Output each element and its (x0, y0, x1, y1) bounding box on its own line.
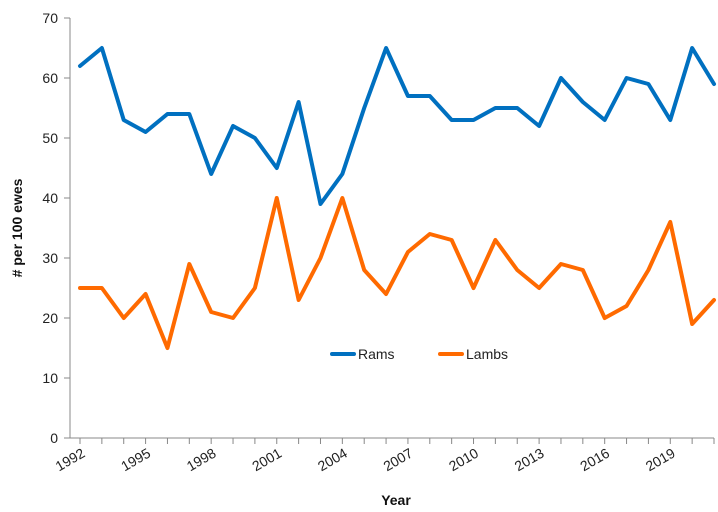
axes (69, 18, 714, 439)
x-tick-label: 2013 (512, 445, 547, 475)
y-tick-label: 60 (42, 70, 58, 86)
y-tick-label: 0 (50, 430, 58, 446)
y-tick-label: 50 (42, 130, 58, 146)
legend-label-lambs: Lambs (466, 346, 508, 362)
y-axis-title: # per 100 ewes (9, 178, 25, 277)
legend: Rams Lambs (330, 346, 508, 362)
x-tick-label: 2016 (577, 445, 612, 475)
y-tick-label: 20 (42, 310, 58, 326)
y-tick-label: 10 (42, 370, 58, 386)
y-tick-label: 70 (42, 10, 58, 26)
y-tick-label: 40 (42, 190, 58, 206)
x-tick-label: 2001 (249, 445, 284, 475)
x-tick-label: 1992 (53, 445, 88, 475)
series-line-lambs (78, 196, 716, 350)
x-tick-label: 1998 (184, 445, 219, 475)
x-tick-label: 2007 (380, 445, 415, 475)
y-axis-ticks: 0 10 20 30 40 50 60 70 (42, 10, 70, 446)
x-tick-label: 1995 (118, 445, 153, 475)
x-tick-label: 2004 (315, 445, 350, 475)
legend-label-rams: Rams (358, 346, 395, 362)
series-layer (78, 46, 716, 350)
x-tick-label: 2019 (643, 445, 678, 475)
y-tick-label: 30 (42, 250, 58, 266)
series-line-rams (78, 46, 716, 206)
x-axis-title: Year (381, 492, 411, 508)
x-tick-label: 2010 (446, 445, 481, 475)
x-axis-ticks: 1992 1995 1998 2001 2004 2007 2010 2013 2016 2019 (53, 438, 715, 475)
